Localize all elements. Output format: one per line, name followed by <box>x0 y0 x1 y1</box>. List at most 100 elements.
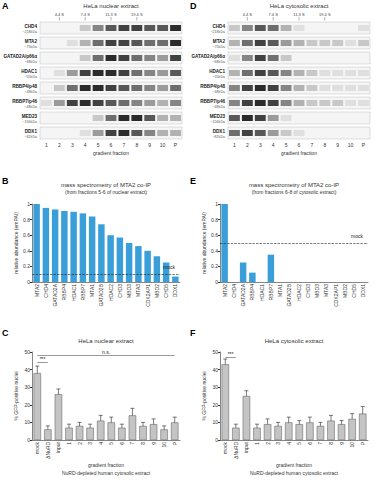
svg-text:8: 8 <box>135 142 138 148</box>
svg-text:5: 5 <box>97 142 100 148</box>
svg-text:3: 3 <box>259 142 262 148</box>
svg-text:GATAD2A: GATAD2A <box>240 283 246 306</box>
svg-text:11.3 S: 11.3 S <box>293 12 305 17</box>
svg-text:10: 10 <box>161 442 167 448</box>
svg-text:0.6: 0.6 <box>211 232 218 238</box>
svg-text:20: 20 <box>212 402 218 408</box>
svg-text:HDAC2: HDAC2 <box>108 284 114 301</box>
svg-text:MTA2: MTA2 <box>213 39 226 44</box>
svg-text:ΔNuRD: ΔNuRD <box>45 442 51 459</box>
svg-text:DDX1: DDX1 <box>360 284 366 298</box>
svg-text:9: 9 <box>339 442 345 445</box>
svg-text:GATAD2A/p66α: GATAD2A/p66α <box>191 54 225 59</box>
svg-text:19.4 S: 19.4 S <box>131 12 143 17</box>
svg-text:10: 10 <box>212 419 218 425</box>
svg-text:MTA1: MTA1 <box>89 284 95 297</box>
svg-text:1: 1 <box>27 201 30 207</box>
svg-text:1: 1 <box>254 442 260 445</box>
svg-text:input: input <box>55 441 61 452</box>
svg-text:1: 1 <box>215 201 218 207</box>
svg-text:CHD3: CHD3 <box>305 284 311 298</box>
svg-text:19.4 S: 19.4 S <box>319 12 331 17</box>
svg-text:DDX1: DDX1 <box>172 284 178 298</box>
svg-text:0.2: 0.2 <box>211 263 218 269</box>
svg-text:2: 2 <box>77 442 83 445</box>
svg-text:CHD4: CHD4 <box>43 284 49 298</box>
svg-text:ΔNuRD: ΔNuRD <box>233 442 239 459</box>
svg-text:~48kDa: ~48kDa <box>213 105 226 109</box>
svg-text:~82kDa: ~82kDa <box>213 135 226 139</box>
svg-text:RBBP4: RBBP4 <box>249 284 255 301</box>
svg-text:~48kDa: ~48kDa <box>213 90 226 94</box>
svg-text:***: *** <box>40 356 46 362</box>
svg-text:1: 1 <box>45 142 48 148</box>
svg-text:40: 40 <box>212 367 218 373</box>
svg-text:MTA2: MTA2 <box>222 284 228 297</box>
svg-text:8: 8 <box>328 442 334 445</box>
svg-text:MTA2: MTA2 <box>25 39 38 44</box>
svg-text:2: 2 <box>265 442 271 445</box>
svg-text:3: 3 <box>71 142 74 148</box>
svg-text:9: 9 <box>148 142 151 148</box>
svg-text:5: 5 <box>296 442 302 445</box>
svg-text:5: 5 <box>285 142 288 148</box>
svg-text:9: 9 <box>151 442 157 445</box>
svg-text:CDK2AP1: CDK2AP1 <box>333 284 339 307</box>
svg-text:CDK2AP1: CDK2AP1 <box>145 284 151 307</box>
svg-text:4: 4 <box>286 442 292 445</box>
svg-text:MBD2: MBD2 <box>154 284 160 298</box>
svg-text:E: E <box>190 176 196 186</box>
svg-text:CHD5: CHD5 <box>351 284 357 298</box>
svg-text:MBD3: MBD3 <box>314 284 320 298</box>
svg-text:(from fractions 6-8 of cytosol: (from fractions 6-8 of cytosolic extract… <box>252 189 337 195</box>
svg-text:0.4: 0.4 <box>23 248 30 254</box>
svg-text:mock: mock <box>222 442 228 454</box>
svg-text:CHD5: CHD5 <box>163 284 169 298</box>
svg-text:4: 4 <box>98 442 104 445</box>
svg-text:10: 10 <box>24 419 30 425</box>
svg-text:MED23: MED23 <box>210 114 226 119</box>
svg-text:6: 6 <box>307 442 313 445</box>
svg-text:5: 5 <box>108 442 114 445</box>
svg-text:P: P <box>362 142 366 148</box>
svg-text:HeLa nuclear extract: HeLa nuclear extract <box>78 338 134 344</box>
svg-text:0.8: 0.8 <box>211 217 218 223</box>
svg-text:relative abundance (emPAI): relative abundance (emPAI) <box>13 212 19 274</box>
svg-text:RBBP7: RBBP7 <box>268 284 274 301</box>
svg-text:3: 3 <box>275 442 281 445</box>
svg-text:7: 7 <box>317 442 323 445</box>
svg-text:~218kDa: ~218kDa <box>23 30 38 34</box>
svg-text:DDX1: DDX1 <box>213 129 226 134</box>
svg-text:RBBP7: RBBP7 <box>80 284 86 301</box>
svg-text:RBBP4: RBBP4 <box>61 284 67 301</box>
svg-text:20: 20 <box>24 402 30 408</box>
svg-text:6: 6 <box>298 142 301 148</box>
svg-text:0.4: 0.4 <box>211 248 218 254</box>
svg-text:4: 4 <box>84 142 87 148</box>
svg-text:3: 3 <box>87 442 93 445</box>
svg-text:gradient fraction: gradient fraction <box>88 462 124 468</box>
svg-text:RBBP4/p48: RBBP4/p48 <box>200 84 225 89</box>
svg-text:~82kDa: ~82kDa <box>25 135 38 139</box>
svg-text:~68kDa: ~68kDa <box>213 60 226 64</box>
svg-text:MBD2: MBD2 <box>342 284 348 298</box>
svg-text:MTA1: MTA1 <box>277 284 283 297</box>
svg-text:7: 7 <box>123 142 126 148</box>
svg-text:~75kDa: ~75kDa <box>25 45 38 49</box>
svg-text:2: 2 <box>58 142 61 148</box>
svg-text:NuRD-depleted human cytosolic: NuRD-depleted human cytosolic extract <box>250 470 339 476</box>
svg-text:B: B <box>2 176 9 186</box>
svg-text:RBBP7/p46: RBBP7/p46 <box>12 99 37 104</box>
svg-text:9: 9 <box>336 142 339 148</box>
svg-text:HeLa nuclear extract: HeLa nuclear extract <box>83 3 139 9</box>
svg-text:~55kDa: ~55kDa <box>213 75 226 79</box>
svg-text:n.s.: n.s. <box>102 349 110 355</box>
svg-text:11.3 S: 11.3 S <box>105 12 117 17</box>
svg-text:mock: mock <box>163 264 175 270</box>
svg-text:~68kDa: ~68kDa <box>25 60 38 64</box>
svg-text:6: 6 <box>119 442 125 445</box>
svg-text:7.4 S: 7.4 S <box>269 12 279 17</box>
svg-text:4: 4 <box>272 142 275 148</box>
svg-text:1: 1 <box>233 142 236 148</box>
svg-text:input: input <box>243 441 249 452</box>
